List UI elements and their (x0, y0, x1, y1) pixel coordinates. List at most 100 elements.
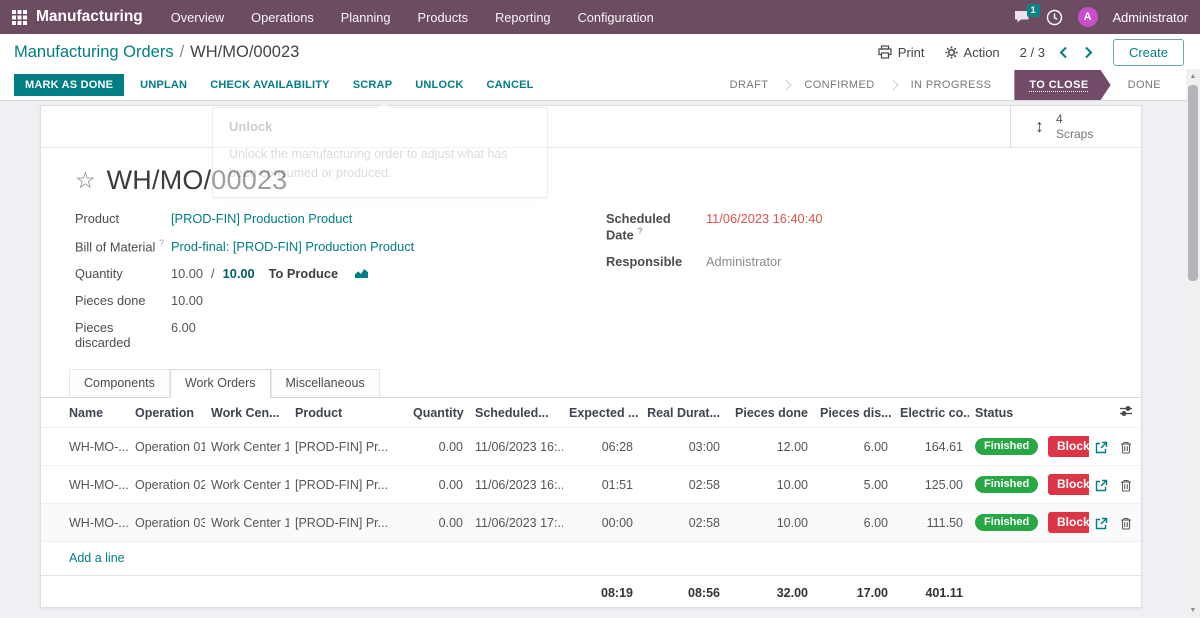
col-expected[interactable]: Expected ... (569, 405, 639, 420)
menu-products[interactable]: Products (417, 9, 469, 25)
action-buttons: MARK AS DONE UNPLAN CHECK AVAILABILITY S… (14, 70, 541, 100)
tab-work-orders[interactable]: Work Orders (169, 369, 271, 399)
tab-miscellaneous[interactable]: Miscellaneous (270, 369, 380, 398)
pieces-done-label: Pieces done (75, 293, 146, 309)
create-button[interactable]: Create (1112, 38, 1184, 66)
col-scheduled[interactable]: Scheduled... (475, 405, 549, 420)
scroll-down-icon[interactable]: ▼ (1189, 607, 1197, 614)
pieces-discarded-label: Pieces discarded (75, 320, 131, 351)
chevron-right-icon (780, 79, 793, 91)
vertical-scrollbar[interactable]: ▲ ▼ (1186, 69, 1200, 618)
add-a-line-row: Add a line (41, 541, 1141, 576)
work-order-row[interactable]: WH-MO-... Operation 02 Work Center 1 [PR… (41, 465, 1141, 504)
clock-icon (1046, 9, 1062, 25)
help-question-mark: ? (158, 238, 164, 248)
print-button[interactable]: Print (878, 45, 925, 60)
arrows-up-down-icon: ↕ (1035, 116, 1044, 136)
col-operation[interactable]: Operation (135, 405, 195, 420)
block-button[interactable]: Block (1048, 474, 1089, 496)
unplan-button[interactable]: UNPLAN (133, 74, 194, 96)
external-link-icon[interactable] (1095, 441, 1108, 454)
work-orders-table: Name Operation Work Cen... Product Quant… (41, 398, 1141, 611)
col-name[interactable]: Name (69, 405, 104, 420)
col-electric[interactable]: Electric co... (900, 405, 969, 420)
state-done[interactable]: DONE (1127, 79, 1161, 91)
delete-trash-icon[interactable] (1120, 441, 1132, 454)
menu-operations[interactable]: Operations (251, 9, 314, 25)
menu-configuration[interactable]: Configuration (577, 9, 654, 25)
quantity-to-produce[interactable]: 10.00 (222, 266, 255, 282)
responsible-value[interactable]: Administrator (706, 254, 782, 270)
external-link-icon[interactable] (1095, 479, 1108, 492)
pager-next-icon[interactable] (1084, 46, 1093, 59)
pager-previous-icon[interactable] (1059, 46, 1068, 59)
chevron-right-icon (886, 79, 899, 91)
product-label: Product (75, 211, 120, 226)
scheduled-date-value[interactable]: 11/06/2023 16:40:40 (706, 211, 823, 226)
total-expected: 08:19 (601, 586, 633, 601)
external-link-icon[interactable] (1095, 517, 1108, 530)
chat-bubble-icon (1014, 11, 1029, 23)
work-order-row[interactable]: WH-MO-... Operation 03 Work Center 1 [PR… (41, 503, 1141, 542)
forecast-chart-icon[interactable] (354, 267, 369, 282)
state-draft[interactable]: DRAFT (729, 79, 769, 91)
scrap-button[interactable]: SCRAP (346, 74, 400, 96)
scraps-smart-button[interactable]: ↕ 4 Scraps (1010, 106, 1141, 147)
status-badge: Finished (975, 438, 1039, 456)
responsible-label: Responsible (606, 254, 683, 270)
state-confirmed[interactable]: CONFIRMED (804, 79, 875, 91)
bom-value-link[interactable]: Prod-final: [PROD-FIN] Production Produc… (171, 239, 415, 255)
avatar[interactable]: A (1077, 7, 1098, 27)
check-availability-button[interactable]: CHECK AVAILABILITY (203, 74, 337, 96)
add-a-line-link[interactable]: Add a line (69, 551, 125, 566)
col-pieces-discarded[interactable]: Pieces dis... (820, 405, 892, 420)
breadcrumb: Manufacturing Orders / WH/MO/00023 (14, 43, 299, 62)
delete-trash-icon[interactable] (1120, 479, 1132, 492)
product-value-link[interactable]: [PROD-FIN] Production Product (171, 211, 353, 226)
quantity-separator: / (211, 266, 215, 282)
mark-as-done-button[interactable]: MARK AS DONE (14, 74, 125, 96)
favorite-star-icon[interactable]: ☆ (75, 167, 96, 193)
work-order-row[interactable]: WH-MO-... Operation 01 Work Center 1 [PR… (41, 427, 1141, 466)
action-label: Action (963, 44, 1000, 60)
col-work-center[interactable]: Work Cen... (211, 405, 280, 420)
to-produce-label: To Produce (268, 266, 339, 282)
scraps-label: Scraps (1056, 126, 1094, 141)
col-real-duration[interactable]: Real Durat... (647, 405, 720, 420)
breadcrumb-parent-link[interactable]: Manufacturing Orders (14, 42, 174, 61)
action-button[interactable]: Action (944, 44, 1000, 60)
total-pieces-done: 32.00 (776, 586, 808, 601)
form-sheet: ↕ 4 Scraps ☆ WH/MO/00023 Product [PROD-F… (40, 105, 1142, 611)
state-to-close-active[interactable]: TO CLOSE (1014, 70, 1110, 100)
menu-planning[interactable]: Planning (340, 9, 391, 25)
apps-grid-icon[interactable] (12, 9, 27, 25)
col-product[interactable]: Product (295, 405, 343, 420)
app-name[interactable]: Manufacturing (36, 8, 143, 25)
scraps-count: 4 (1056, 111, 1063, 126)
field-grid: Product [PROD-FIN] Production Product Bi… (41, 211, 1141, 362)
notebook-tabs: Components Work Orders Miscellaneous (41, 369, 1141, 399)
messages-badge: 1 (1026, 4, 1040, 17)
scrollbar-thumb[interactable] (1188, 85, 1198, 281)
tab-components[interactable]: Components (69, 369, 170, 398)
messages-button[interactable]: 1 (1014, 4, 1040, 24)
menu-reporting[interactable]: Reporting (495, 9, 551, 25)
delete-trash-icon[interactable] (1120, 517, 1132, 530)
unlock-button[interactable]: UNLOCK (408, 74, 470, 96)
col-status[interactable]: Status (975, 405, 1014, 420)
menu-overview[interactable]: Overview (170, 9, 225, 25)
activities-button[interactable] (1046, 9, 1063, 26)
scroll-up-icon[interactable]: ▲ (1189, 73, 1197, 80)
table-header-row: Name Operation Work Cen... Product Quant… (41, 398, 1141, 428)
total-electric: 401.11 (925, 586, 963, 601)
user-menu[interactable]: Administrator (1112, 9, 1188, 25)
block-button[interactable]: Block (1048, 436, 1089, 458)
unlock-tooltip: Unlock Unlock the manufacturing order to… (212, 107, 548, 198)
col-quantity[interactable]: Quantity (413, 405, 464, 420)
state-in-progress[interactable]: IN PROGRESS (910, 79, 992, 91)
optional-columns-button[interactable] (1111, 398, 1141, 428)
main-content: ↕ 4 Scraps ☆ WH/MO/00023 Product [PROD-F… (0, 101, 1200, 618)
col-pieces-done[interactable]: Pieces done (735, 405, 808, 420)
block-button[interactable]: Block (1048, 512, 1089, 534)
cancel-button[interactable]: CANCEL (480, 74, 541, 96)
